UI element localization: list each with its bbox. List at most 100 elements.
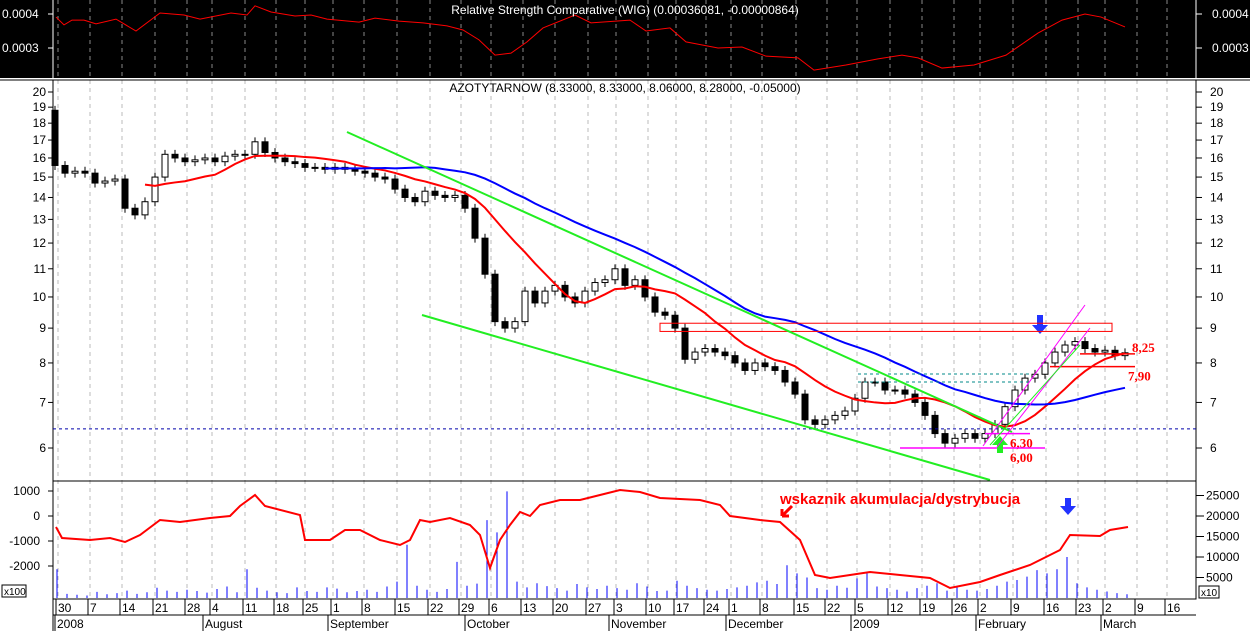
- price-ytick-right: 17: [1210, 133, 1224, 147]
- candle-body: [651, 296, 659, 313]
- price-ytick-left: 10: [33, 290, 47, 304]
- price-ytick-right: 6: [1210, 441, 1217, 455]
- date-tick-label: 16: [1167, 601, 1181, 615]
- date-tick-label: 19: [922, 601, 936, 615]
- candle-body: [611, 268, 619, 281]
- candle-body: [1081, 341, 1089, 350]
- level-label: 6,30: [1010, 436, 1033, 451]
- volume-ytick: 20000: [1206, 509, 1240, 523]
- date-tick-label: 12: [890, 601, 904, 615]
- price-ytick-left: 14: [33, 190, 47, 204]
- price-ytick-right: 8: [1210, 356, 1217, 370]
- candle-body: [161, 153, 169, 178]
- price-ytick-right: 7: [1210, 395, 1217, 409]
- candle-body: [491, 273, 499, 323]
- rsc-panel: [0, 0, 1250, 78]
- date-tick-label: 5: [857, 601, 864, 615]
- price-ytick-right: 15: [1210, 170, 1224, 184]
- price-ytick-right: 18: [1210, 116, 1224, 130]
- volume-ytick: 15000: [1206, 530, 1240, 544]
- candle-body: [121, 178, 129, 209]
- candle-body: [421, 190, 429, 203]
- level-label: 6,00: [1010, 450, 1033, 465]
- month-label: October: [467, 617, 510, 631]
- candle-body: [771, 366, 779, 371]
- resistance-zone-box: [659, 322, 1113, 332]
- date-tick-label: 16: [1046, 601, 1060, 615]
- price-ytick-left: 19: [33, 100, 47, 114]
- candle-body: [941, 433, 949, 444]
- candle-body: [181, 157, 189, 163]
- month-label: December: [728, 617, 783, 631]
- candle-body: [221, 155, 229, 163]
- price-ytick-left: 20: [33, 85, 47, 99]
- candle-body: [671, 314, 679, 329]
- ad-ytick: 1000: [13, 484, 40, 498]
- candle-body: [631, 279, 639, 286]
- ad-ytick: 0: [33, 509, 40, 523]
- price-ytick-left: 15: [33, 170, 47, 184]
- candle-body: [821, 419, 829, 425]
- candle-body: [711, 348, 719, 353]
- date-tick-label: 15: [397, 601, 411, 615]
- candle-body: [91, 172, 99, 184]
- price-ytick-left: 7: [39, 395, 46, 409]
- candle-body: [301, 163, 309, 168]
- candle-body: [661, 311, 669, 316]
- ad-unit-box: [1, 584, 27, 598]
- price-ytick-right: 20: [1210, 85, 1224, 99]
- down-arrow-icon: [1060, 498, 1076, 515]
- candle-body: [1051, 351, 1059, 364]
- candle-body: [101, 180, 109, 184]
- price-ytick-right: 16: [1210, 151, 1224, 165]
- ad-ytick: -1000: [9, 534, 40, 548]
- candle-body: [171, 153, 179, 159]
- price-ytick-right: 19: [1210, 100, 1224, 114]
- candle-body: [81, 170, 89, 174]
- level-label: 7,90: [1128, 369, 1151, 384]
- candle-body: [961, 433, 969, 439]
- date-tick-label: 27: [588, 601, 602, 615]
- candle-body: [921, 401, 929, 416]
- volume-ytick: 10000: [1206, 550, 1240, 564]
- rsc-ytick-right: 0.0003: [1212, 41, 1249, 55]
- rsc-title: Relative Strength Comparative (WIG) (0.0…: [451, 3, 799, 17]
- date-tick-label: 3: [616, 601, 623, 615]
- date-tick-label: 28: [187, 601, 201, 615]
- price-title: AZOTYTARNOW (8.33000, 8.33000, 8.06000, …: [449, 81, 800, 95]
- date-tick-label: 13: [523, 601, 537, 615]
- candle-body: [231, 153, 239, 157]
- volume-unit-box: [1198, 585, 1220, 599]
- candle-body: [61, 164, 69, 174]
- candle-body: [701, 348, 709, 353]
- month-label: February: [978, 617, 1026, 631]
- month-label: 2008: [57, 617, 84, 631]
- candle-body: [151, 176, 159, 203]
- price-ytick-right: 9: [1210, 321, 1217, 335]
- pointer-arrow-icon: [780, 504, 794, 518]
- candle-body: [861, 381, 869, 399]
- date-tick-label: 26: [954, 601, 968, 615]
- date-tick-label: 15: [796, 601, 810, 615]
- channel-line: [982, 304, 1086, 447]
- candle-body: [391, 178, 399, 190]
- candle-body: [891, 389, 899, 392]
- candle-body: [251, 141, 259, 155]
- candle-body: [111, 178, 119, 182]
- price-ytick-right: 13: [1210, 212, 1224, 226]
- ad-unit-label: x100: [4, 587, 26, 598]
- moving-average-short: [144, 154, 1126, 428]
- moving-average-long: [324, 166, 1126, 406]
- volume-ytick: 5000: [1206, 571, 1233, 585]
- candle-body: [361, 170, 369, 174]
- price-ytick-left: 16: [33, 151, 47, 165]
- candle-body: [881, 381, 889, 391]
- candle-body: [1101, 349, 1109, 353]
- price-ytick-left: 8: [39, 356, 46, 370]
- date-tick-label: 1: [731, 601, 738, 615]
- date-tick-label: 2: [980, 601, 987, 615]
- candle-body: [501, 321, 509, 329]
- date-tick-label: 9: [1137, 601, 1144, 615]
- candle-body: [401, 188, 409, 198]
